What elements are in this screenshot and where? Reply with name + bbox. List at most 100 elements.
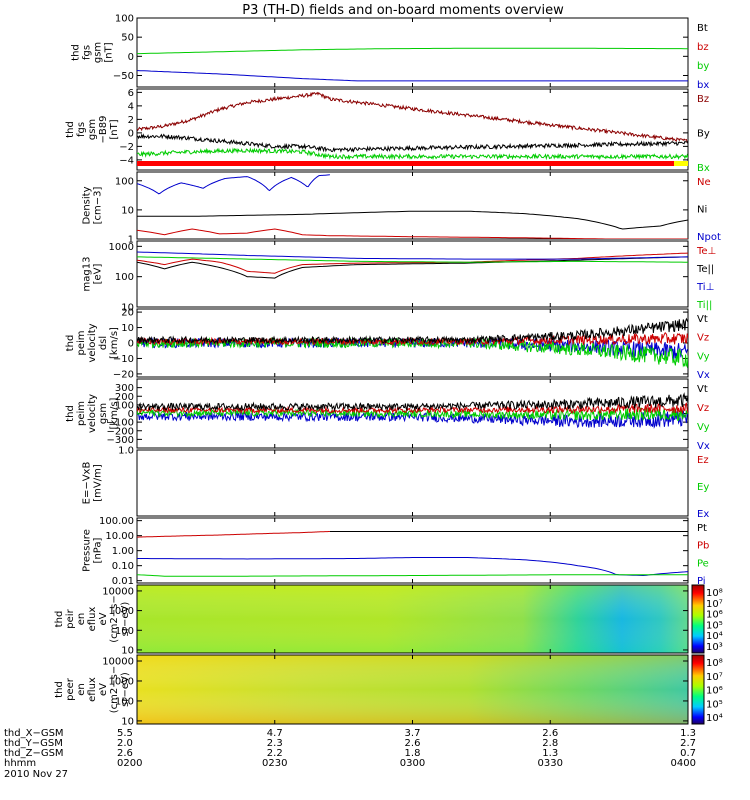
colorbar-label: 10⁸	[706, 588, 723, 599]
y-axis-label: thd	[65, 121, 76, 138]
y-tick-label: 100	[115, 626, 134, 637]
y-tick-label: 300	[115, 383, 134, 394]
series-line-Pi	[137, 557, 688, 577]
y-tick-label: −10	[113, 354, 134, 365]
legend-entry: Vt	[697, 384, 708, 395]
legend-entry: Vt	[697, 314, 708, 325]
legend-entry: Te||	[696, 264, 714, 275]
ephemeris-value: 0200	[117, 758, 142, 769]
series-line-Vt	[137, 392, 688, 412]
legend-entry: Ey	[697, 482, 709, 493]
y-axis-label: sr−eV)	[120, 672, 131, 707]
y-tick-label: 6	[128, 88, 134, 99]
ephemeris-value: 2.6	[405, 738, 421, 749]
y-axis-label: gsm	[93, 42, 104, 63]
ephemeris-value: 0.7	[680, 748, 696, 759]
legend-entry: Ti||	[696, 300, 712, 311]
series-line-Vz	[137, 402, 688, 415]
colorbar-label: 10⁷	[706, 599, 723, 610]
legend-entry: Ez	[697, 455, 709, 466]
y-tick-label: 10.00	[105, 531, 134, 542]
ephemeris-value: 2.6	[542, 728, 558, 739]
y-axis-label: Pressure	[82, 529, 93, 572]
y-tick-label: 50	[121, 33, 134, 44]
y-tick-label: −200	[107, 426, 134, 437]
y-tick-label: 0	[128, 128, 134, 139]
colorbar-label: 10⁵	[706, 620, 723, 631]
ephemeris-value: 0230	[262, 758, 287, 769]
y-tick-label: −50	[113, 71, 134, 82]
y-tick-label: 20	[121, 308, 134, 319]
legend-entry: Pt	[697, 523, 707, 534]
y-axis-label: −B89	[98, 116, 109, 144]
y-tick-label: 10000	[102, 586, 134, 597]
ephemeris-value: 1.3	[542, 748, 558, 759]
y-tick-label: 100	[115, 14, 134, 25]
panel-5: 20 10 0 −10 −20 thd peim velocity dsl [km/s] Vt Vz V…	[65, 308, 710, 381]
ephemeris-value: 2.8	[542, 738, 558, 749]
ephemeris-value: 0400	[671, 758, 696, 769]
y-axis-label: fgs	[82, 45, 93, 60]
plot-date: 2010 Nov 27	[4, 769, 68, 780]
y-tick-label: 200	[115, 392, 134, 403]
ephemeris-value: 4.7	[267, 728, 283, 739]
series-line-Vx	[137, 410, 688, 429]
legend-entry: Bx	[697, 163, 710, 174]
y-axis-label: velocity	[87, 394, 98, 433]
legend-entry: Ne	[697, 177, 711, 188]
ephemeris-value: 2.7	[680, 738, 696, 749]
panel-3: 100 10 1 Density [cm−3] Ne Ni Npot	[82, 171, 721, 246]
ephemeris-value: 0330	[538, 758, 563, 769]
y-axis-label: eV	[98, 612, 109, 625]
y-axis-label: gsm	[87, 119, 98, 140]
legend-entry: Vy	[697, 351, 710, 362]
ephemeris-value: 3.7	[405, 728, 421, 739]
y-axis-label: eflux	[87, 607, 98, 632]
ephemeris-label: thd_Y−GSM	[4, 738, 63, 749]
y-tick-label: 0	[128, 339, 134, 350]
ephemeris-value: 2.6	[117, 748, 133, 759]
y-axis-label: fgs	[76, 122, 87, 137]
panel-frame	[136, 17, 689, 88]
legend-entry: Pb	[697, 541, 709, 552]
y-tick-label: −2	[119, 142, 134, 153]
y-axis-label: Density	[82, 186, 93, 224]
y-axis-label: peir	[65, 608, 76, 628]
y-axis-label: [nT]	[109, 119, 120, 139]
colorbar-label: 10³	[706, 642, 723, 653]
series-line-Ni	[137, 210, 688, 230]
colorbar-label: 10⁶	[706, 610, 723, 621]
ephemeris-value: 5.5	[117, 728, 133, 739]
colorbar-label: 10⁴	[706, 631, 723, 642]
ephemeris-value: 2.2	[267, 748, 283, 759]
panel-4: 1000 100 10 mag13 [eV] Te⊥ Te|| Ti⊥ Ti||	[82, 240, 716, 314]
plot-title: P3 (TH-D) fields and on-board moments ov…	[242, 3, 564, 18]
legend-entry: bx	[697, 80, 709, 91]
y-axis-label: gsm	[98, 403, 109, 424]
series-line-By	[137, 133, 688, 153]
y-tick-label: 2	[128, 115, 134, 126]
series-line-Vx	[137, 336, 688, 360]
series-line-by	[137, 47, 688, 55]
y-axis-label: eV	[98, 683, 109, 696]
ephemeris-label: thd_X−GSM	[4, 728, 64, 739]
series-line-Ne	[137, 228, 688, 239]
y-axis-label: dsl	[98, 336, 109, 350]
legend-entry: Vx	[697, 370, 710, 381]
series-line-Pb	[137, 531, 330, 538]
y-tick-label: −20	[113, 369, 134, 380]
legend-entry: Vz	[697, 333, 709, 344]
y-tick-label: 1000	[109, 676, 134, 687]
y-tick-label: 10000	[102, 657, 134, 668]
ephemeris-value: 0300	[400, 758, 425, 769]
colorbar	[691, 654, 705, 725]
legend-entry: Pe	[697, 558, 709, 569]
y-tick-label: 1000	[109, 242, 134, 253]
y-axis-label: [km/s]	[109, 397, 120, 429]
colorbar-label: 10⁴	[706, 713, 723, 724]
y-axis-label: [cm−3]	[93, 187, 104, 225]
ephemeris-label: thd_Z−GSM	[4, 748, 64, 759]
y-axis-label: en	[76, 683, 87, 696]
